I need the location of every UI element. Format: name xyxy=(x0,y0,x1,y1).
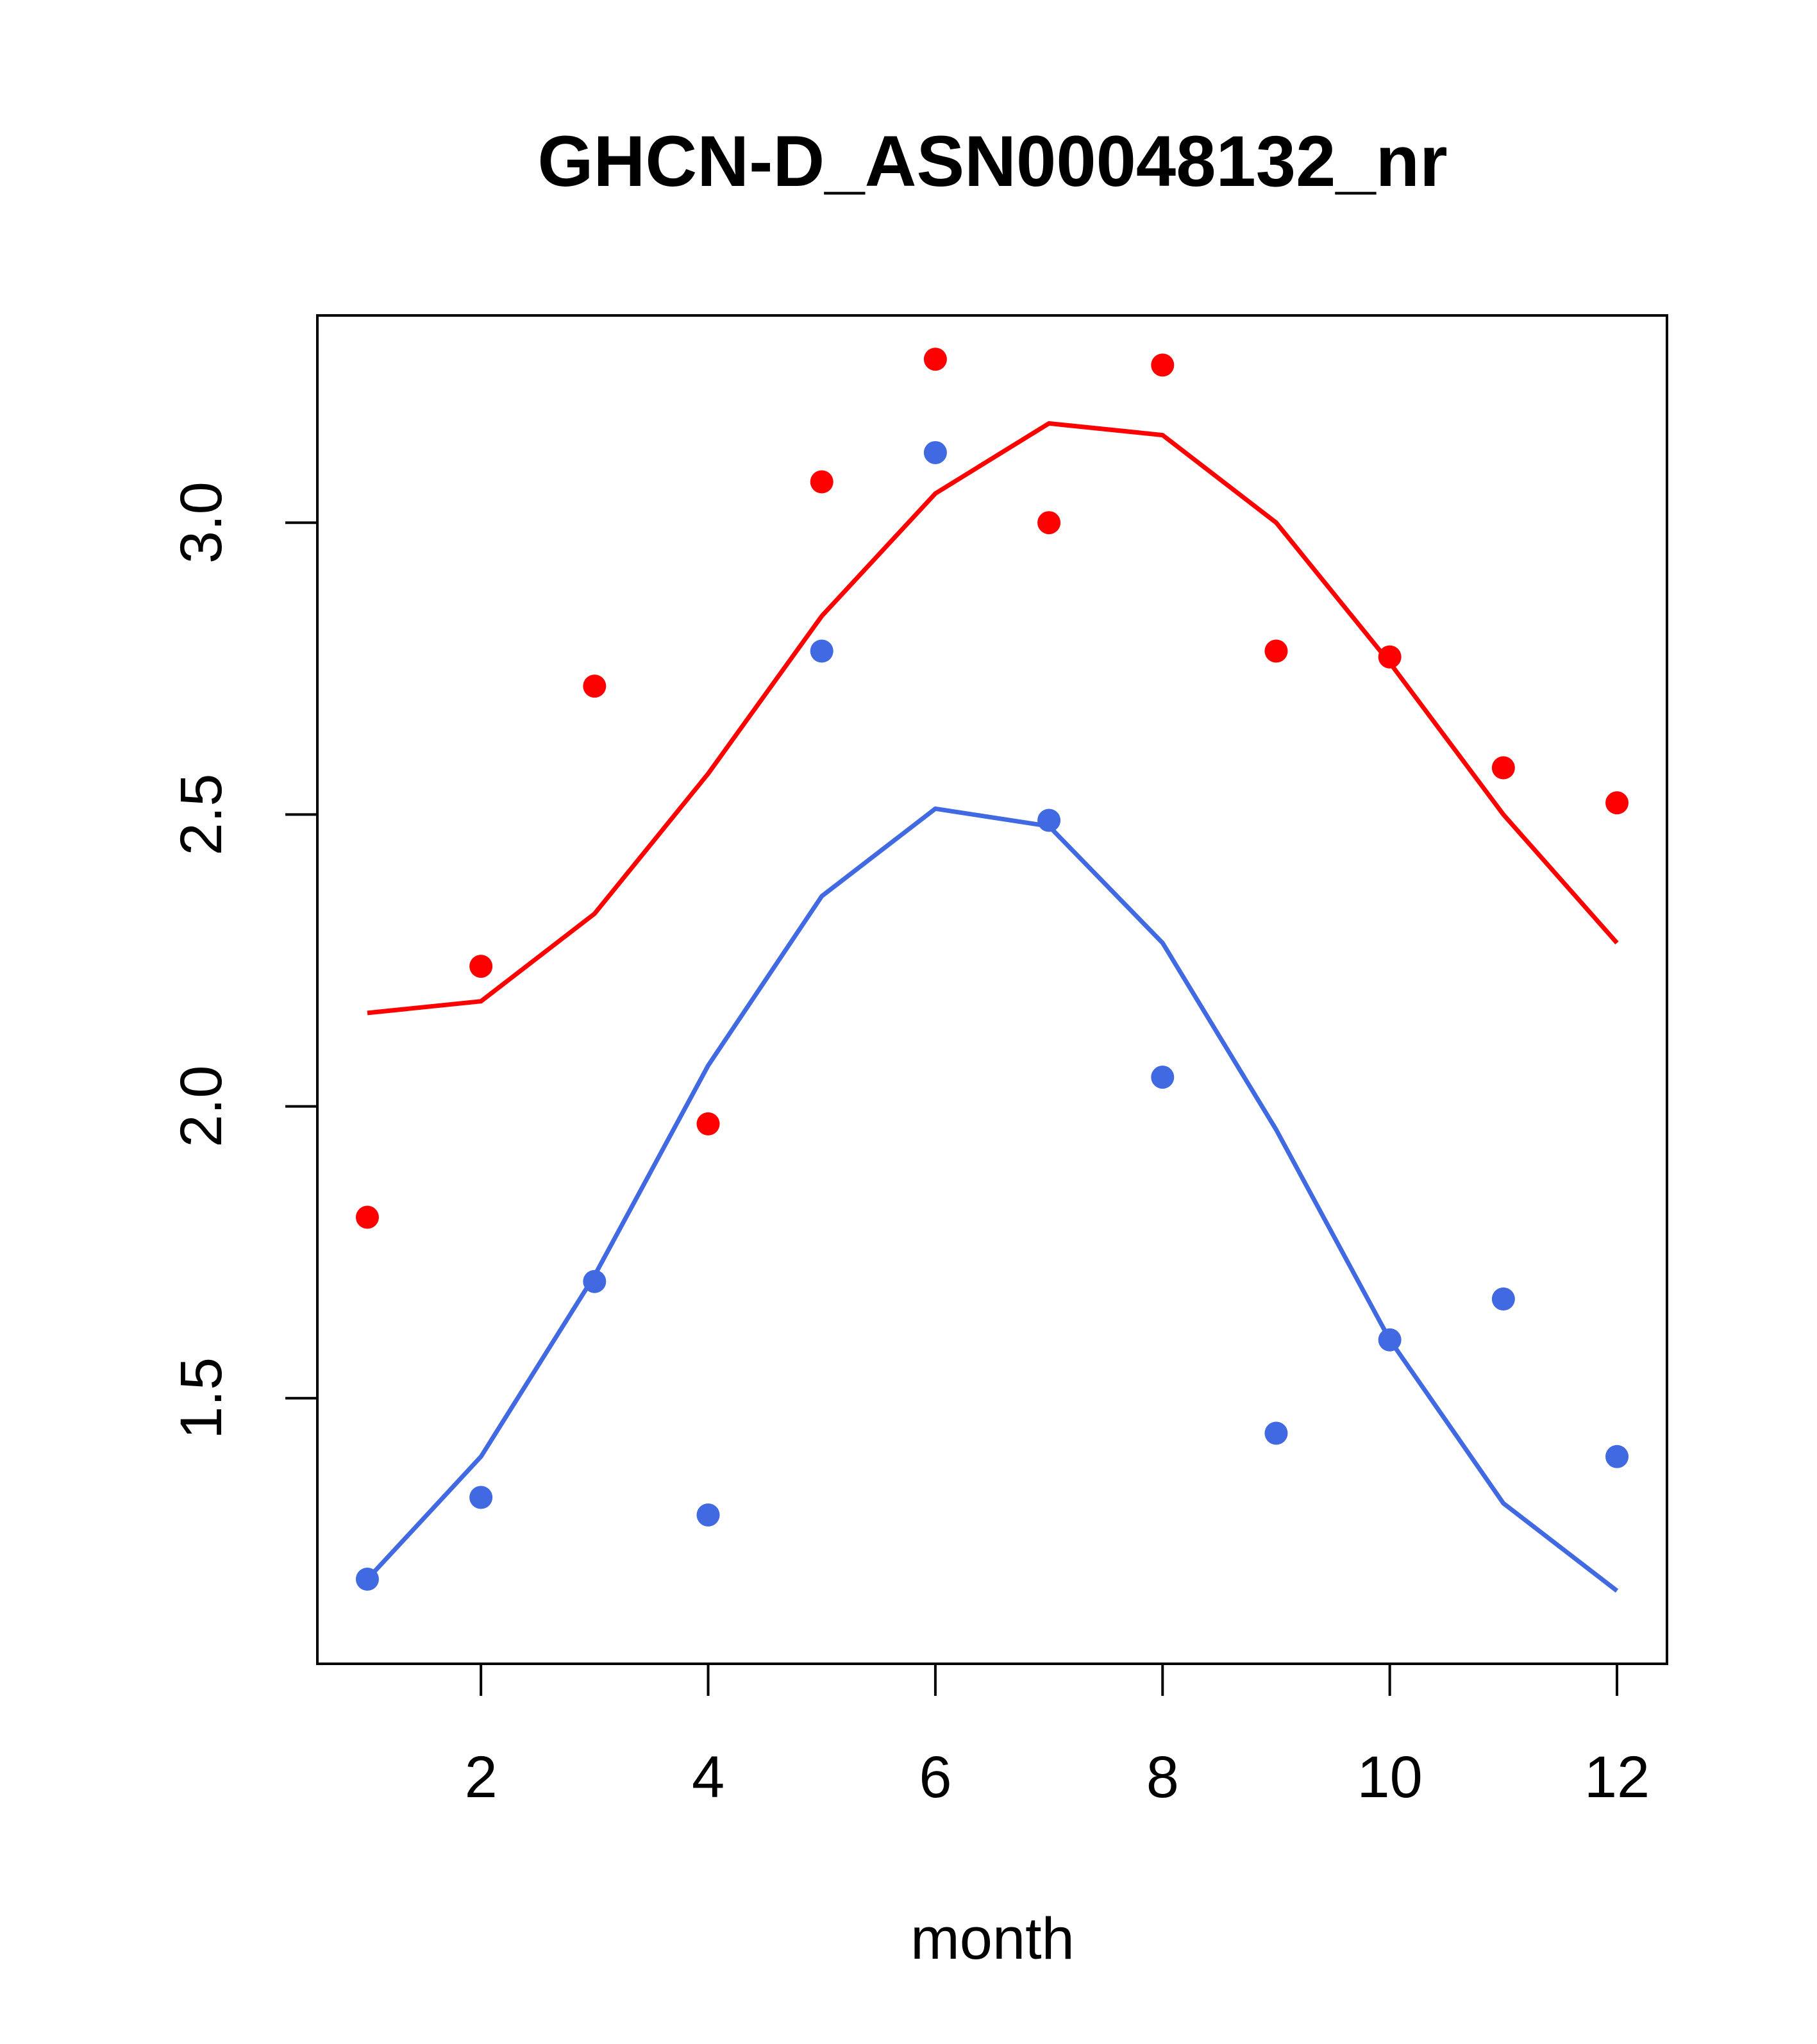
series-2-point xyxy=(469,1486,493,1509)
x-tick-label: 4 xyxy=(692,1745,724,1810)
x-tick-label: 10 xyxy=(1357,1745,1422,1810)
series-2-point xyxy=(1378,1328,1402,1352)
series-1-point xyxy=(1264,639,1288,663)
y-tick-label: 2.5 xyxy=(169,773,234,855)
series-2-point xyxy=(1491,1287,1515,1311)
series-1-point xyxy=(1491,756,1515,780)
x-tick-label: 12 xyxy=(1584,1745,1650,1810)
series-1-point xyxy=(696,1112,720,1135)
series-1-point xyxy=(583,674,607,698)
series-1-point xyxy=(355,1205,379,1229)
series-2-point xyxy=(810,639,833,663)
series-1-point xyxy=(810,470,833,494)
series-1-point xyxy=(469,955,493,978)
series-2-point xyxy=(696,1503,720,1527)
series-2-point xyxy=(1151,1066,1175,1089)
series-1-line xyxy=(367,421,1619,1016)
series-1-point xyxy=(923,348,947,371)
y-tick-label: 3.0 xyxy=(169,482,234,564)
series-1-point xyxy=(1037,511,1061,535)
plot-frame xyxy=(316,314,1668,1665)
series-2-line xyxy=(365,806,1619,1593)
series-2-point xyxy=(583,1269,607,1293)
x-axis-label: month xyxy=(910,1906,1075,1972)
x-axis: 2 4 6 8 10 12 xyxy=(465,1663,1650,1810)
series-2-point xyxy=(1037,808,1061,832)
y-tick-label: 1.5 xyxy=(169,1357,234,1439)
y-tick-label: 2.0 xyxy=(169,1066,234,1148)
series-2-point xyxy=(355,1567,379,1591)
y-axis: 1.5 2.0 2.5 3.0 xyxy=(169,482,319,1439)
series-layer xyxy=(355,348,1629,1593)
chart-title: GHCN-D_ASN00048132_nr xyxy=(537,121,1447,201)
series-1-point xyxy=(1151,353,1175,377)
x-tick-label: 6 xyxy=(919,1745,951,1810)
series-1-point xyxy=(1605,791,1629,815)
series-2-point xyxy=(923,440,947,464)
series-2-point xyxy=(1605,1445,1629,1468)
x-tick-label: 8 xyxy=(1146,1745,1179,1810)
x-tick-label: 2 xyxy=(465,1745,498,1810)
series-2-point xyxy=(1264,1421,1288,1445)
series-1-point xyxy=(1378,645,1402,669)
